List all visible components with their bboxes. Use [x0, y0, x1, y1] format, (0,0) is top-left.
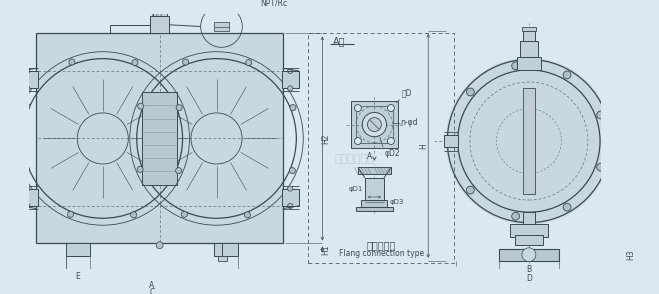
Text: 方D: 方D — [401, 89, 412, 98]
Circle shape — [355, 138, 361, 145]
Text: C: C — [150, 288, 155, 294]
Circle shape — [387, 105, 394, 111]
Text: H3: H3 — [626, 249, 635, 260]
Text: φD2: φD2 — [385, 149, 401, 158]
Text: H: H — [419, 143, 428, 149]
Circle shape — [137, 166, 143, 172]
Text: B: B — [527, 265, 531, 274]
Circle shape — [445, 58, 612, 224]
Circle shape — [244, 212, 250, 218]
Circle shape — [176, 105, 182, 111]
Circle shape — [467, 186, 474, 194]
Circle shape — [512, 212, 519, 220]
Circle shape — [458, 70, 600, 212]
Circle shape — [132, 60, 138, 66]
Circle shape — [289, 168, 295, 174]
Circle shape — [449, 137, 457, 145]
Bar — [36, 34, 283, 243]
Text: H2: H2 — [322, 133, 330, 144]
Circle shape — [522, 248, 536, 262]
Circle shape — [25, 203, 30, 208]
Circle shape — [290, 105, 296, 111]
Text: φD3: φD3 — [389, 199, 403, 205]
Circle shape — [67, 211, 74, 217]
Bar — [281, 188, 299, 206]
Circle shape — [355, 105, 361, 111]
Text: Flang connection type: Flang connection type — [339, 249, 424, 258]
Bar — [20, 188, 38, 206]
Circle shape — [287, 86, 293, 91]
Bar — [522, 26, 536, 31]
Bar — [218, 255, 227, 261]
Bar — [510, 224, 548, 236]
Circle shape — [563, 71, 571, 79]
Bar — [36, 34, 283, 243]
Bar — [214, 22, 229, 31]
Text: E: E — [75, 272, 80, 281]
Circle shape — [597, 111, 604, 119]
Bar — [365, 178, 384, 201]
Circle shape — [23, 166, 30, 172]
Text: φD1: φD1 — [349, 186, 363, 192]
Text: A向: A向 — [333, 36, 345, 46]
Circle shape — [597, 163, 604, 171]
Bar — [351, 101, 398, 148]
Bar — [523, 212, 535, 228]
Circle shape — [287, 203, 293, 208]
Circle shape — [24, 103, 30, 109]
Circle shape — [156, 242, 163, 249]
Text: 上海市企实业: 上海市企实业 — [335, 154, 374, 164]
Bar — [444, 135, 458, 147]
Text: A: A — [366, 152, 372, 161]
Circle shape — [368, 118, 382, 131]
Bar — [142, 92, 177, 185]
Circle shape — [69, 59, 75, 65]
Circle shape — [287, 186, 293, 191]
Bar — [20, 71, 38, 88]
Bar — [361, 201, 387, 206]
Bar — [523, 88, 535, 194]
Bar — [214, 243, 239, 255]
Text: 法兰式连接: 法兰式连接 — [366, 240, 396, 250]
Bar — [150, 16, 169, 34]
Text: D: D — [526, 274, 532, 283]
Bar — [308, 33, 454, 263]
Bar — [357, 206, 393, 211]
Circle shape — [138, 103, 144, 109]
Circle shape — [246, 60, 252, 66]
Bar — [523, 31, 535, 41]
Bar — [281, 71, 299, 88]
Circle shape — [512, 62, 519, 70]
Text: n-φd: n-φd — [401, 118, 418, 127]
Circle shape — [130, 212, 136, 218]
Circle shape — [25, 69, 30, 74]
Circle shape — [387, 138, 394, 145]
Bar — [153, 9, 167, 16]
Bar — [358, 168, 391, 174]
Circle shape — [25, 186, 30, 191]
Text: H1: H1 — [322, 244, 330, 255]
Bar — [498, 249, 559, 261]
Circle shape — [175, 168, 182, 174]
Circle shape — [183, 59, 188, 65]
Bar — [517, 57, 541, 70]
Text: NPT/Rc: NPT/Rc — [260, 0, 287, 8]
Circle shape — [362, 112, 387, 137]
Circle shape — [25, 86, 30, 91]
Circle shape — [467, 88, 474, 96]
Bar — [520, 41, 538, 57]
Bar — [351, 101, 398, 148]
Bar — [66, 243, 90, 255]
Circle shape — [181, 211, 187, 217]
Bar — [356, 106, 393, 143]
Circle shape — [563, 203, 571, 211]
Circle shape — [287, 69, 293, 74]
Bar — [515, 235, 543, 245]
Text: A: A — [150, 280, 155, 290]
